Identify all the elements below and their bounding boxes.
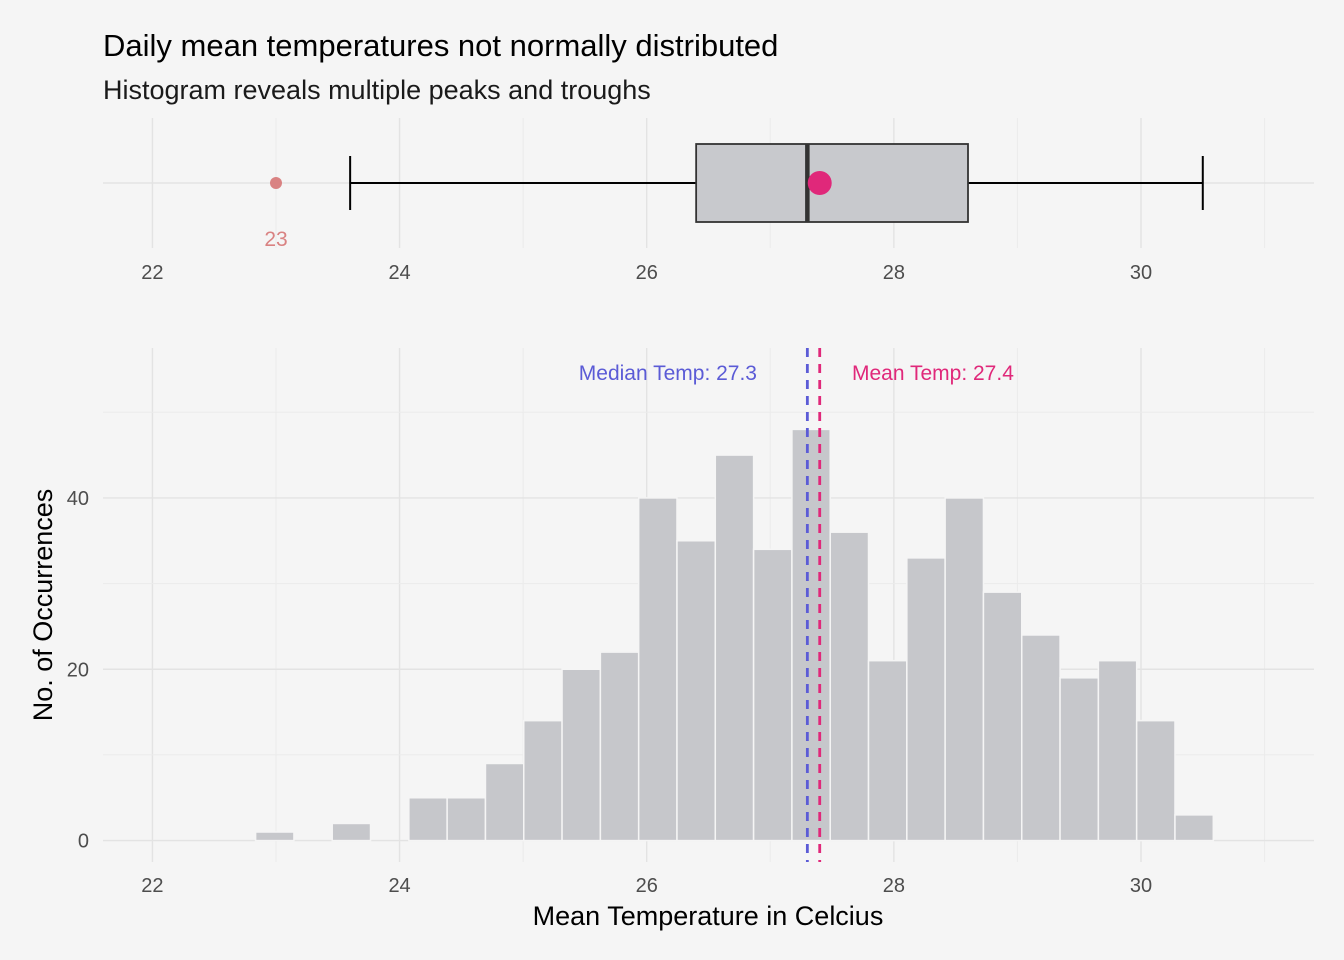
histogram-y-tick-label: 0 [78, 831, 89, 853]
histogram-x-tick-labels: 22 24 26 28 30 [141, 875, 1152, 897]
histogram-y-tick-labels: 0 20 40 [67, 488, 89, 853]
histogram-bar [791, 428, 831, 842]
boxplot-outlier-label: 23 [264, 228, 287, 251]
boxplot-x-tick-label: 24 [388, 262, 410, 284]
histogram-reference-lines [805, 348, 822, 862]
boxplot-box [695, 143, 969, 223]
boxplot-x-tick-label: 26 [636, 262, 658, 284]
boxplot-x-tick-label: 22 [141, 262, 163, 284]
histogram-bars [254, 428, 1215, 842]
histogram-x-tick-label: 28 [883, 875, 905, 897]
histogram-bar [752, 548, 793, 842]
histogram-bar [867, 659, 908, 842]
boxplot-marks: 23 [264, 143, 1204, 251]
histogram-x-tick-label: 30 [1130, 875, 1152, 897]
histogram-y-tick-label: 40 [67, 488, 89, 510]
boxplot-panel: 23 22 24 26 28 30 [103, 118, 1314, 284]
histogram-bar [944, 497, 985, 842]
histogram-bar [1097, 659, 1138, 842]
histogram-x-tick-label: 24 [388, 875, 410, 897]
boxplot-x-tick-label: 28 [883, 262, 905, 284]
boxplot-x-tick-label: 30 [1130, 262, 1152, 284]
chart-title: Daily mean temperatures not normally dis… [103, 28, 778, 63]
histogram-median-label: Median Temp: 27.3 [579, 362, 757, 385]
histogram-bar [714, 454, 755, 842]
histogram-bar [982, 591, 1023, 842]
histogram-bar [599, 651, 640, 842]
histogram-panel: 22 24 26 28 30 0 20 40 Median Temp: 27.3 Mean … [28, 348, 1314, 931]
histogram-bar [637, 497, 678, 842]
histogram-bar [676, 540, 717, 842]
histogram-y-tick-label: 20 [67, 659, 89, 681]
boxplot-x-tick-labels: 22 24 26 28 30 [141, 262, 1152, 284]
histogram-bar [829, 531, 870, 842]
y-axis-title: No. of Occurrences [28, 489, 58, 722]
x-axis-title: Mean Temperature in Celcius [533, 901, 884, 931]
histogram-bar [1174, 814, 1215, 842]
histogram-x-tick-label: 26 [636, 875, 658, 897]
histogram-bar [906, 557, 946, 842]
histogram-mean-label: Mean Temp: 27.4 [852, 362, 1014, 385]
histogram-bar [254, 831, 295, 842]
histogram-bar [1021, 634, 1061, 842]
histogram-bar [331, 822, 372, 842]
histogram-bar [1059, 677, 1100, 842]
histogram-bar [561, 668, 602, 842]
chart-subtitle: Histogram reveals multiple peaks and tro… [103, 75, 651, 105]
histogram-bar [1135, 719, 1176, 842]
boxplot-outlier-point [270, 177, 282, 189]
histogram-bar [484, 762, 525, 842]
boxplot-mean-point [807, 171, 832, 195]
histogram-bar [446, 797, 487, 842]
histogram-bar [408, 797, 448, 842]
histogram-bar [523, 719, 563, 842]
histogram-x-tick-label: 22 [141, 875, 163, 897]
